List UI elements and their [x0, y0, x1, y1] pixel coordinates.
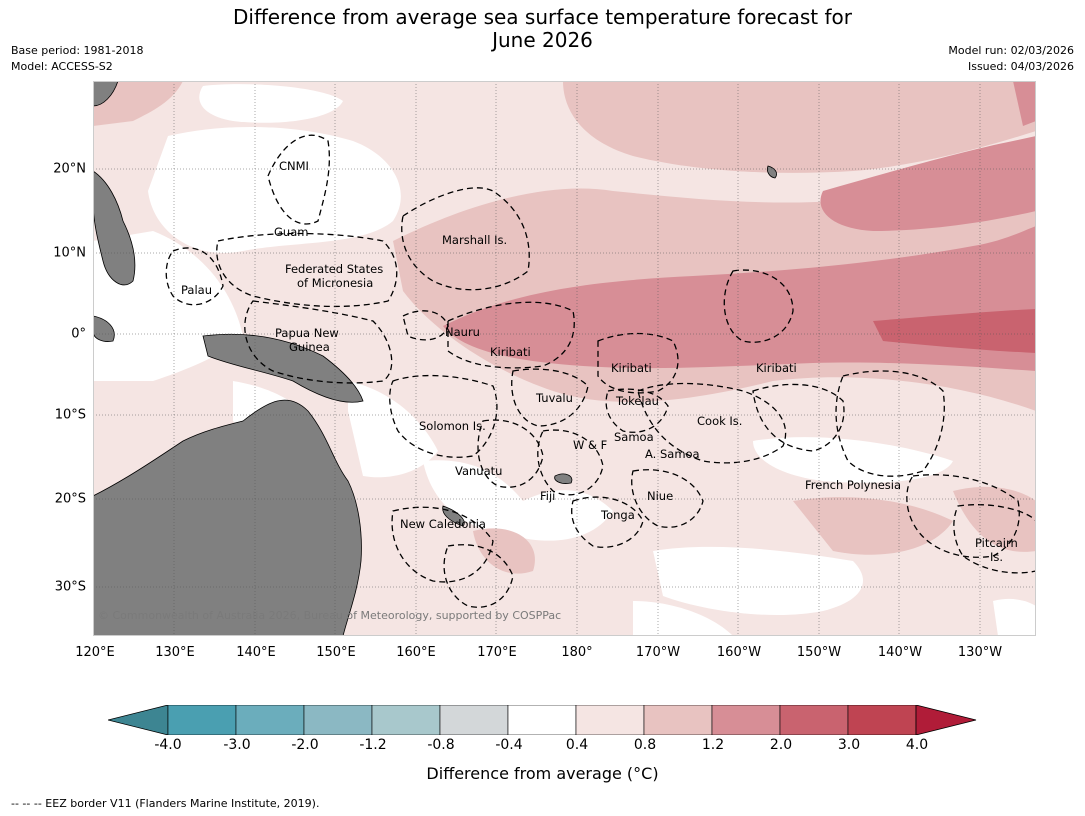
colorbar-segment-8 [643, 705, 713, 735]
colorbar-segment-11 [847, 705, 917, 735]
cbar-tick-7: 0.8 [633, 737, 657, 753]
new-guinea [202, 333, 364, 403]
label-new-caledonia: New Caledonia [400, 517, 486, 531]
cbar-tick-9: 2.0 [769, 737, 793, 753]
cbar-tick-2: -2.0 [291, 737, 319, 753]
lon-label-150w: 150°W [796, 645, 842, 660]
colorbar-title: Difference from average (°C) [426, 764, 659, 783]
label-nauru: Nauru [445, 325, 480, 339]
title-line-1: Difference from average sea surface temp… [232, 5, 852, 29]
hawaii [767, 165, 777, 179]
label-kiribati-c: Kiribati [611, 361, 652, 375]
model-name: Model: ACCESS-S2 [11, 60, 113, 73]
lat-label-10s: 10°S [54, 407, 86, 423]
australia [93, 399, 362, 636]
label-palau: Palau [181, 283, 212, 297]
label-fsm-2: of Micronesia [297, 276, 373, 290]
colorbar-segment-2 [235, 705, 305, 735]
cbar-tick-5: -0.4 [495, 737, 523, 753]
colorbar-segment-9 [711, 705, 781, 735]
lat-label-30s: 30°S [54, 579, 86, 595]
label-cook: Cook Is. [697, 414, 742, 428]
colorbar-segments [108, 705, 977, 735]
lon-label-130e: 130°E [155, 645, 195, 660]
model-run: Model run: 02/03/2026 [948, 44, 1074, 57]
place-labels: CNMI Guam Marshall Is. Federated States … [181, 159, 1018, 564]
eez-footer-note: -- -- -- EEZ border V11 (Flanders Marine… [11, 797, 320, 810]
label-vanuatu: Vanuatu [455, 464, 502, 478]
label-tonga: Tonga [600, 508, 635, 522]
cbar-tick-1: -3.0 [223, 737, 251, 753]
label-wf: W & F [573, 438, 607, 452]
sulawesi [93, 315, 115, 342]
label-marshall: Marshall Is. [442, 233, 507, 247]
colorbar-segment-6 [507, 705, 577, 735]
lon-label-130w: 130°W [957, 645, 1003, 660]
label-a-samoa: A. Samoa [645, 447, 700, 461]
cbar-tick-4: -0.8 [427, 737, 455, 753]
label-solomon: Solomon Is. [419, 419, 486, 433]
lon-label-160w: 160°W [716, 645, 762, 660]
colorbar-segment-5 [439, 705, 509, 735]
issued-date: Issued: 04/03/2026 [967, 60, 1074, 73]
label-cnmi: CNMI [279, 159, 309, 173]
colorbar [108, 705, 977, 735]
cbar-tick-10: 3.0 [837, 737, 861, 753]
lat-label-10n: 10°N [53, 245, 86, 261]
anomaly-20-30 [873, 309, 1036, 353]
label-french-polynesia: French Polynesia [805, 478, 901, 492]
label-png-2: Guinea [289, 340, 330, 354]
cbar-tick-8: 1.2 [701, 737, 725, 753]
colorbar-segment-1 [167, 705, 237, 735]
lon-label-140w: 140°W [877, 645, 923, 660]
lat-label-20s: 20°S [54, 491, 86, 507]
label-samoa: Samoa [614, 430, 654, 444]
label-pitcairn-2: Is. [990, 550, 1003, 564]
lon-label-180: 180° [561, 645, 593, 660]
cbar-tick-6: 0.4 [565, 737, 589, 753]
colorbar-segment-7 [575, 705, 645, 735]
eez-borders [165, 134, 1036, 608]
philippines [93, 170, 136, 286]
label-pitcairn-1: Pitcairn [975, 536, 1018, 550]
lon-label-150e: 150°E [316, 645, 356, 660]
chart-title: Difference from average sea surface temp… [0, 6, 1085, 52]
cbar-tick-11: 4.0 [905, 737, 929, 753]
land-masses [93, 81, 777, 636]
colorbar-segment-3 [303, 705, 373, 735]
lat-label-0: 0° [71, 326, 86, 342]
fiji [554, 473, 573, 484]
label-fsm-1: Federated States [285, 262, 383, 276]
base-period: Base period: 1981-2018 [11, 44, 144, 57]
lon-label-160e: 160°E [396, 645, 436, 660]
cbar-tick-3: -1.2 [359, 737, 387, 753]
lon-label-170w: 170°W [635, 645, 681, 660]
map-frame [93, 81, 1036, 636]
cbar-tick-0: -4.0 [154, 737, 182, 753]
label-png-1: Papua New [275, 326, 339, 340]
colorbar-extend-high [915, 705, 977, 735]
colorbar-segment-10 [779, 705, 849, 735]
lon-label-120e: 120°E [75, 645, 115, 660]
lon-label-170e: 170°E [477, 645, 517, 660]
meta-right: Model run: 02/03/2026 Issued: 04/03/2026 [948, 43, 1074, 75]
label-niue: Niue [647, 489, 673, 503]
graticule [93, 81, 1036, 636]
label-guam: Guam [274, 225, 308, 239]
meta-left: Base period: 1981-2018 Model: ACCESS-S2 [11, 43, 143, 75]
label-tuvalu: Tuvalu [535, 391, 573, 405]
label-kiribati-w: Kiribati [490, 345, 531, 359]
sst-anomaly-map: CNMI Guam Marshall Is. Federated States … [93, 81, 1036, 636]
lat-label-20n: 20°N [53, 161, 86, 177]
colorbar-segment-4 [371, 705, 441, 735]
lon-label-140e: 140°E [236, 645, 276, 660]
copyright-notice: © Commonwealth of Australia 2026, Bureau… [98, 609, 562, 622]
label-kiribati-e: Kiribati [756, 361, 797, 375]
label-fiji: Fiji [540, 489, 555, 503]
label-tokelau: Tokelau [615, 394, 659, 408]
colorbar-extend-low [108, 705, 169, 735]
title-line-2: June 2026 [492, 28, 593, 52]
